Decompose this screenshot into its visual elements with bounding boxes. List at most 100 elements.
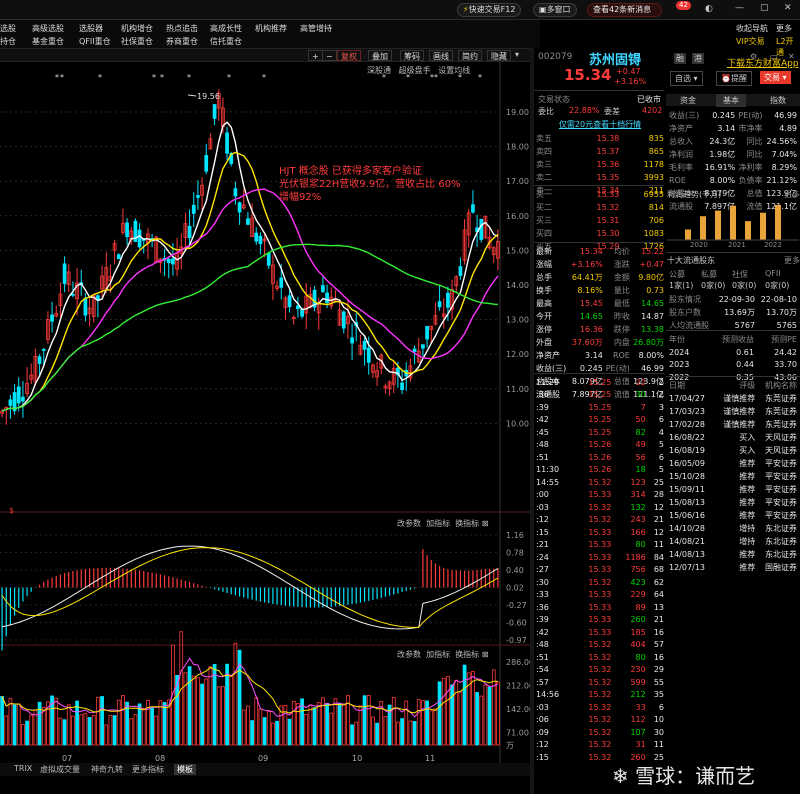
window-icon[interactable]: ▭	[770, 52, 778, 61]
month-axis-label: 11	[425, 754, 435, 763]
menu-item[interactable]: 选股器	[79, 24, 103, 33]
event-marker[interactable]: *	[458, 73, 462, 82]
ma-settings-link[interactable]: 设置均线	[438, 66, 471, 75]
stat-row: 换手 8.16% 量比 0.73	[536, 285, 664, 296]
table-cell: 4.89	[779, 124, 797, 133]
event-marker[interactable]: *	[478, 73, 482, 82]
event-marker[interactable]: *	[187, 73, 191, 82]
news-button[interactable]: 查看42条新消息	[587, 3, 663, 17]
super-trader-link[interactable]: 超级盘手	[398, 66, 431, 75]
menu-item[interactable]: QFII重仓	[79, 37, 111, 46]
holder-tab[interactable]: 社保	[732, 270, 748, 279]
event-marker[interactable]: *	[227, 73, 231, 82]
draw-button[interactable]: 画线	[429, 50, 453, 61]
change-params-link[interactable]: 改参数	[397, 650, 421, 659]
swap-indicator-link[interactable]: 换指标	[455, 519, 480, 528]
chips-button[interactable]: 筹码	[400, 50, 424, 61]
menu-item[interactable]: 热点追击	[166, 24, 198, 33]
tab-basic[interactable]: 基本	[716, 94, 746, 107]
zoom-in-button[interactable]: +	[308, 50, 323, 61]
table-cell: 112	[630, 715, 646, 725]
tab-nine-turns[interactable]: 神奇九转	[91, 765, 123, 774]
month-axis-label: 10	[352, 754, 362, 763]
event-marker[interactable]: *	[430, 73, 434, 82]
multi-window-button[interactable]: ▣多窗口	[533, 3, 577, 17]
event-marker[interactable]: *	[152, 73, 156, 82]
volume-bar	[362, 695, 367, 746]
event-marker[interactable]: *	[60, 73, 64, 82]
table-cell: 121.1亿	[766, 202, 797, 211]
volume-bar	[379, 701, 384, 746]
holder-tab[interactable]: 私募	[701, 270, 717, 279]
trade-button[interactable]: 交易 ▾	[760, 71, 791, 84]
watchlist-button[interactable]: 自选 ▾	[670, 71, 703, 86]
hide-button[interactable]: 隐藏	[487, 50, 511, 61]
tab-index[interactable]: 指数	[770, 96, 786, 105]
add-indicator-link[interactable]: 加指标	[426, 519, 451, 528]
table-cell: 18	[635, 465, 646, 475]
chevron-down-icon[interactable]: ▾	[515, 50, 520, 59]
alert-button[interactable]: ⏰提醒	[716, 71, 752, 86]
holder-tab[interactable]: QFII	[765, 269, 781, 278]
panel-divider[interactable]	[530, 48, 534, 794]
menu-item[interactable]: 高成长性	[210, 24, 242, 33]
table-cell: 谨慎推荐	[723, 394, 756, 403]
volume-bar	[37, 701, 42, 746]
table-cell: 15/08/13	[669, 498, 705, 507]
menu-item[interactable]: 信托重仓	[210, 37, 242, 46]
event-marker[interactable]: *	[262, 73, 266, 82]
menu-item[interactable]: 机构增仓	[121, 24, 153, 33]
menu-item[interactable]: 高级选股	[32, 24, 64, 33]
event-marker[interactable]: *	[382, 73, 386, 82]
more-link[interactable]: 更多	[784, 190, 800, 199]
menu-item[interactable]: 券商重仓	[166, 37, 198, 46]
event-marker[interactable]: *	[98, 73, 102, 82]
tab-trix[interactable]: TRIX	[14, 764, 33, 773]
change-params-link[interactable]: 改参数	[397, 519, 421, 528]
table-cell: 15.34	[596, 186, 620, 195]
stock-chart[interactable]: 19.00 18.00 17.00 16.00 15.00 14.00 13.00 12.00…	[0, 62, 530, 768]
close-icon[interactable]: ⊠	[481, 650, 489, 659]
settings-icon[interactable]: ⚙	[750, 52, 758, 61]
menu-item[interactable]: 持仓	[0, 37, 16, 46]
close-button[interactable]: ✕	[784, 3, 792, 13]
skin-icon[interactable]: ◐	[705, 4, 713, 14]
menu-item[interactable]: 选股	[0, 24, 16, 33]
event-marker[interactable]: *	[55, 73, 59, 82]
tab-template[interactable]: 模板	[174, 764, 196, 775]
tab-fund[interactable]: 资金	[680, 96, 696, 105]
close-icon[interactable]: ✕	[788, 52, 795, 61]
level2-link[interactable]: 仅需20元查看十档行情	[558, 120, 642, 129]
close-icon[interactable]: ⊠	[481, 519, 489, 528]
menu-item[interactable]: 高管增持	[300, 24, 332, 33]
simple-button[interactable]: 简约	[458, 50, 482, 61]
more-link[interactable]: 更多	[776, 24, 792, 33]
table-cell: 11	[653, 740, 664, 750]
event-marker[interactable]: *	[434, 73, 438, 82]
minimize-button[interactable]: —	[735, 3, 744, 13]
tab-more-indicators[interactable]: 更多指标	[132, 765, 164, 774]
tab-virtual-volume[interactable]: 虚拟成交量	[40, 765, 80, 774]
more-link[interactable]: 更多	[784, 256, 800, 265]
maximize-button[interactable]: ▢	[760, 3, 769, 13]
volume-bar	[350, 724, 354, 746]
swap-indicator-link[interactable]: 换指标	[455, 650, 480, 659]
menu-item[interactable]: 基金重仓	[32, 37, 64, 46]
overlay-dropdown[interactable]: 叠加	[368, 50, 392, 61]
event-marker[interactable]: *	[160, 73, 164, 82]
zoom-out-button[interactable]: −	[322, 50, 337, 61]
vip-trade-link[interactable]: VIP交易	[736, 37, 765, 46]
menu-item[interactable]: 机构推荐	[255, 24, 287, 33]
candle-body	[304, 295, 309, 314]
table-cell: 2	[658, 390, 664, 400]
add-indicator-link[interactable]: 加指标	[426, 650, 451, 659]
event-marker[interactable]: *	[406, 73, 410, 82]
download-app-link[interactable]: 下载东方财富App	[727, 59, 799, 69]
holder-tab[interactable]: 公募	[669, 270, 685, 279]
hk-connect-link[interactable]: 深股通	[367, 66, 391, 75]
quick-trade-button[interactable]: ⚡快速交易F12	[457, 3, 522, 17]
adjust-dropdown[interactable]: 复权	[337, 50, 361, 61]
l2-link[interactable]: L2开通	[776, 37, 794, 57]
collapse-nav-link[interactable]: 收起导航	[736, 24, 768, 33]
menu-item[interactable]: 社保重仓	[121, 37, 153, 46]
